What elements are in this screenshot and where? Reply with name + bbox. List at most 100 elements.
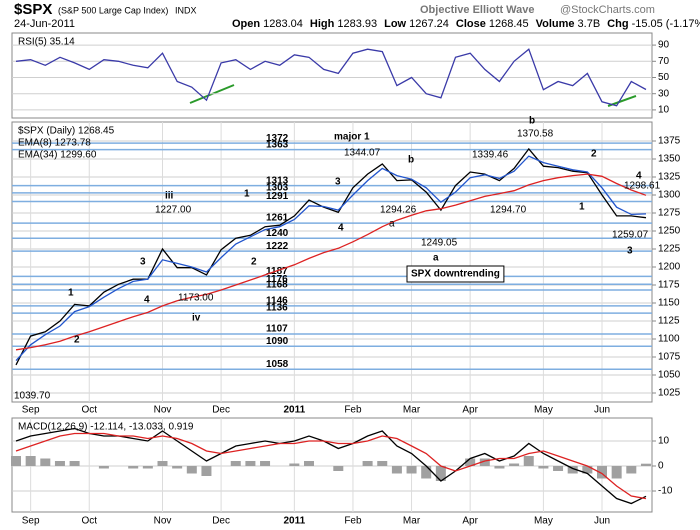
quote-value: 1283.04	[263, 18, 303, 30]
legend-entry: EMA(8) 1273.78	[18, 138, 91, 149]
x-tick-label: Apr	[462, 405, 478, 416]
fib-level-label: 1222	[266, 241, 289, 252]
bar	[538, 466, 549, 469]
series-line	[15, 155, 647, 362]
y-tick-label: 1150	[658, 298, 680, 309]
bar	[201, 466, 212, 476]
bar	[465, 458, 476, 466]
index-name: (S&P 500 Large Cap Index)	[58, 5, 168, 15]
quote-value: 3.7B	[578, 18, 601, 30]
quote-label: High	[310, 18, 335, 30]
x-tick-label: Dec	[212, 516, 230, 527]
x-tick-label: Oct	[81, 516, 97, 527]
bar	[597, 466, 607, 479]
fib-level-label: 1187	[266, 266, 288, 277]
y-tick-label: 30	[658, 88, 670, 99]
bar	[98, 466, 109, 469]
y-tick-label: 1300	[658, 190, 681, 201]
annotation: 3	[627, 246, 633, 257]
annotation: 4	[338, 223, 344, 234]
fib-level-label: 1372	[266, 133, 289, 144]
annotation: 1294.26	[380, 205, 417, 216]
x-tick-label: Apr	[462, 516, 478, 527]
bar	[362, 461, 373, 466]
annotation-box	[406, 265, 505, 283]
bar	[172, 466, 183, 469]
bar	[304, 461, 314, 466]
quote-value: 1268.45	[489, 18, 529, 30]
bar	[582, 466, 593, 474]
x-tick-label: May	[534, 405, 553, 416]
bar	[640, 463, 651, 466]
y-tick-label: 1275	[658, 208, 681, 219]
bar	[186, 466, 197, 474]
annotation: iv	[192, 313, 201, 324]
bar	[230, 461, 241, 466]
fib-level-label: 1303	[266, 182, 289, 193]
annotation: 1	[68, 288, 74, 299]
fib-level-label: 1058	[266, 359, 289, 370]
x-tick-label: Sep	[22, 516, 40, 527]
x-tick-label: Oct	[81, 405, 97, 416]
bar	[289, 463, 300, 466]
y-tick-label: 70	[658, 56, 670, 67]
annotation: 1370.58	[517, 129, 554, 140]
annotation: 4	[144, 295, 150, 306]
y-tick-label: 1100	[658, 334, 680, 345]
x-tick-label: Feb	[344, 405, 362, 416]
bar	[260, 461, 271, 466]
annotation: 4	[636, 171, 642, 182]
y-tick-label: 50	[658, 72, 670, 83]
bar	[421, 466, 432, 479]
series-line	[15, 147, 647, 366]
bar	[626, 466, 637, 474]
y-tick-label: 1250	[658, 226, 681, 237]
x-tick-label: 2011	[283, 516, 305, 527]
bar	[54, 461, 65, 466]
y-tick-label: 1325	[658, 172, 681, 183]
y-tick-label: 1025	[658, 388, 681, 399]
bar	[142, 466, 153, 469]
quote-label: Close	[456, 18, 486, 30]
legend-entry: EMA(34) 1299.60	[18, 150, 97, 161]
bar	[333, 466, 344, 471]
bar	[494, 466, 505, 469]
quote-label: Volume	[536, 18, 575, 30]
annotation: 1227.00	[155, 205, 192, 216]
y-tick-label: 1175	[658, 280, 680, 291]
bar	[377, 461, 388, 466]
y-tick-label: 1350	[658, 154, 681, 165]
quote-value: -15.05 (-1.17%)	[632, 18, 700, 30]
bar	[406, 466, 417, 474]
annotation: 3	[140, 257, 146, 268]
x-tick-label: May	[534, 516, 553, 527]
quote-label: Chg	[607, 18, 628, 30]
bar	[509, 463, 520, 466]
fib-level-label: 1168	[266, 280, 288, 291]
annotation: b	[529, 116, 535, 127]
legend-entry: $SPX (Daily) 1268.45	[18, 126, 115, 137]
y-tick-label: 0	[658, 461, 664, 472]
y-tick-label: 1225	[658, 244, 681, 255]
bar	[523, 456, 534, 466]
y-tick-label: 10	[658, 436, 670, 447]
bar	[40, 458, 51, 466]
series-line	[15, 173, 647, 351]
y-tick-label: 1075	[658, 352, 681, 363]
fib-level-label: 1136	[266, 303, 288, 314]
series-line	[15, 48, 647, 107]
annotation: 2	[251, 257, 257, 268]
annotation: 1339.46	[472, 150, 509, 161]
annotation: SPX downtrending	[411, 269, 500, 280]
bar	[391, 466, 402, 474]
x-tick-label: Nov	[154, 516, 172, 527]
annotation: 1	[244, 189, 250, 200]
x-tick-label: Dec	[212, 405, 230, 416]
annotation: 2	[74, 335, 80, 346]
fib-level-label: 1261	[266, 213, 289, 224]
annotation: 1298.61	[624, 181, 661, 192]
bar	[245, 461, 256, 466]
x-tick-label: Mar	[403, 405, 421, 416]
